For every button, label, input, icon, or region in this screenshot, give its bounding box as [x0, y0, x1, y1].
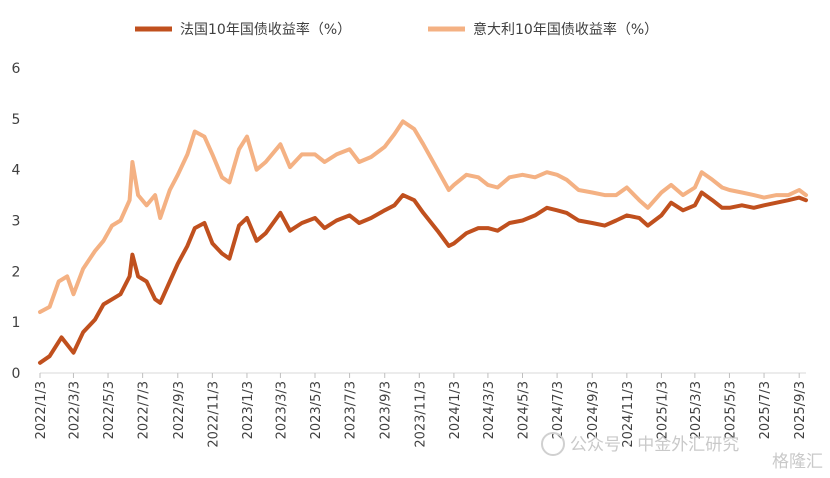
x-tick-label: 2022/3/3 — [67, 381, 82, 439]
x-tick-label: 2024/7/3 — [551, 381, 566, 439]
legend-label-italy: 意大利10年国债收益率（%） — [473, 21, 658, 38]
series-line-italy — [38, 119, 808, 314]
x-tick-label: 2023/9/3 — [379, 381, 394, 439]
y-tick-label: 4 — [12, 163, 21, 179]
series-line-france — [38, 190, 808, 365]
x-axis: 2022/1/3 2022/3/3 2022/5/3 2022/7/3 2022/9/3… — [34, 373, 808, 448]
x-tick-label: 2023/5/3 — [309, 381, 324, 439]
x-tick-label: 2022/7/3 — [137, 381, 152, 439]
x-tick-label: 2022/5/3 — [102, 381, 117, 439]
x-tick-label: 2023/3/3 — [274, 381, 289, 439]
y-tick-label: 2 — [12, 264, 21, 280]
x-tick-label: 2025/9/3 — [793, 381, 808, 439]
y-tick-label: 3 — [12, 214, 21, 230]
watermark: 公众号 · 中金外汇研究 格隆汇 — [541, 432, 823, 472]
x-tick-label: 2022/9/3 — [172, 381, 187, 439]
x-tick-label: 2025/7/3 — [758, 381, 773, 439]
x-tick-label: 2022/1/3 — [34, 381, 49, 439]
x-tick-label: 2025/3/3 — [689, 381, 704, 439]
x-tick-label: 2024/1/3 — [448, 381, 463, 439]
wechat-icon — [541, 432, 565, 456]
x-tick-label: 2023/1/3 — [241, 381, 256, 439]
y-tick-label: 0 — [12, 366, 21, 382]
y-tick-label: 6 — [12, 61, 21, 77]
x-tick-label: 2025/5/3 — [723, 381, 738, 439]
x-tick-label: 2024/11/3 — [621, 381, 636, 448]
x-tick-label: 2025/1/3 — [655, 381, 670, 439]
y-axis: 0 1 2 3 4 5 6 — [12, 61, 21, 382]
x-tick-label: 2022/11/3 — [206, 381, 221, 448]
watermark-logo-text: 格隆汇 — [772, 452, 823, 472]
x-tick-label: 2024/5/3 — [517, 381, 532, 439]
series-layer — [38, 119, 808, 365]
x-tick-label: 2023/11/3 — [413, 381, 428, 448]
x-tick-label: 2024/3/3 — [482, 381, 497, 439]
chart-legend: 法国10年国债收益率（%） 意大利10年国债收益率（%） — [135, 21, 658, 38]
y-tick-label: 1 — [12, 315, 21, 331]
y-tick-label: 5 — [12, 112, 21, 128]
x-tick-label: 2024/9/3 — [586, 381, 601, 439]
watermark-text: 公众号 · 中金外汇研究 — [570, 435, 739, 455]
x-tick-label: 2023/7/3 — [344, 381, 359, 439]
legend-label-france: 法国10年国债收益率（%） — [180, 21, 351, 38]
